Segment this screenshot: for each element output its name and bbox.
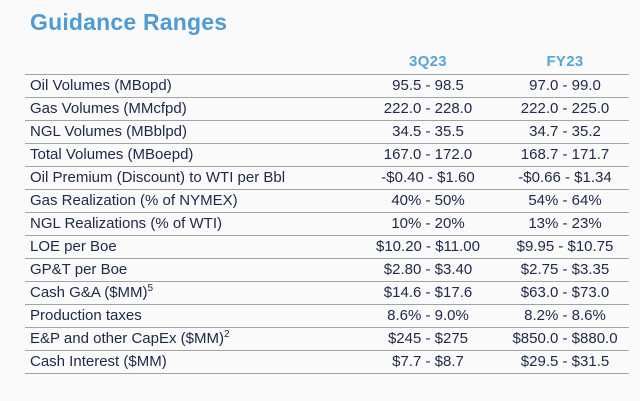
row-label: E&P and other CapEx ($MM)2 <box>25 327 355 351</box>
row-label: GP&T per Boe <box>25 258 355 282</box>
table-row: GP&T per Boe $2.80 - $3.40 $2.75 - $3.35 <box>25 258 629 282</box>
value-3q23: -$0.40 - $1.60 <box>355 166 501 190</box>
row-label: LOE per Boe <box>25 235 355 259</box>
value-fy23: 34.7 - 35.2 <box>501 120 629 144</box>
table-row: NGL Realizations (% of WTI) 10% - 20% 13% … <box>25 212 629 236</box>
footnote-marker: 2 <box>223 329 230 340</box>
value-fy23: 8.2% - 8.6% <box>501 304 629 328</box>
table-row: Gas Realization (% of NYMEX) 40% - 50% 54%… <box>25 189 629 213</box>
table-row: LOE per Boe $10.20 - $11.00 $9.95 - $10.75 <box>25 235 629 259</box>
value-3q23: 8.6% - 9.0% <box>355 304 501 328</box>
value-fy23: $29.5 - $31.5 <box>501 350 629 374</box>
row-label: Oil Volumes (MBopd) <box>25 74 355 98</box>
value-fy23: 97.0 - 99.0 <box>501 74 629 98</box>
table-row: Production taxes 8.6% - 9.0% 8.2% - 8.6% <box>25 304 629 328</box>
value-3q23: 95.5 - 98.5 <box>355 74 501 98</box>
value-fy23: $2.75 - $3.35 <box>501 258 629 282</box>
header-3q23: 3Q23 <box>409 53 447 70</box>
value-3q23: 40% - 50% <box>355 189 501 213</box>
table-row: Total Volumes (MBoepd) 167.0 - 172.0 168.7… <box>25 143 629 167</box>
value-3q23: $10.20 - $11.00 <box>355 235 501 259</box>
value-3q23: 34.5 - 35.5 <box>355 120 501 144</box>
row-label: Oil Premium (Discount) to WTI per Bbl <box>25 166 355 190</box>
value-fy23: 13% - 23% <box>501 212 629 236</box>
header-metric-blank <box>25 51 355 75</box>
row-label: Total Volumes (MBoepd) <box>25 143 355 167</box>
value-fy23: 222.0 - 225.0 <box>501 97 629 121</box>
value-fy23: 168.7 - 171.7 <box>501 143 629 167</box>
row-label: Cash G&A ($MM)5 <box>25 281 355 305</box>
row-label: Cash Interest ($MM) <box>25 350 355 374</box>
header-row: 3Q23 FY23 <box>25 51 629 75</box>
value-fy23: -$0.66 - $1.34 <box>501 166 629 190</box>
row-label: NGL Realizations (% of WTI) <box>25 212 355 236</box>
table-row: Cash Interest ($MM) $7.7 - $8.7 $29.5 - $3… <box>25 350 629 374</box>
table-row: Oil Volumes (MBopd) 95.5 - 98.5 97.0 - 99.… <box>25 74 629 98</box>
value-3q23: 222.0 - 228.0 <box>355 97 501 121</box>
row-label: NGL Volumes (MBblpd) <box>25 120 355 144</box>
value-3q23: $245 - $275 <box>355 327 501 351</box>
value-fy23: 54% - 64% <box>501 189 629 213</box>
value-fy23: $850.0 - $880.0 <box>501 327 629 351</box>
table-body: Oil Volumes (MBopd) 95.5 - 98.5 97.0 - 99.… <box>25 74 629 374</box>
value-3q23: $7.7 - $8.7 <box>355 350 501 374</box>
value-3q23: 167.0 - 172.0 <box>355 143 501 167</box>
value-fy23: $9.95 - $10.75 <box>501 235 629 259</box>
table-row: E&P and other CapEx ($MM)2 $245 - $275 $85… <box>25 327 629 351</box>
value-3q23: 10% - 20% <box>355 212 501 236</box>
table-row: NGL Volumes (MBblpd) 34.5 - 35.5 34.7 - 35… <box>25 120 629 144</box>
header-fy23: FY23 <box>546 53 584 70</box>
value-fy23: $63.0 - $73.0 <box>501 281 629 305</box>
page-title: Guidance Ranges <box>30 9 228 35</box>
table-row: Oil Premium (Discount) to WTI per Bbl -$0… <box>25 166 629 190</box>
footnote-marker: 5 <box>147 283 154 294</box>
table-row: Gas Volumes (MMcfpd) 222.0 - 228.0 222.0 -… <box>25 97 629 121</box>
guidance-table: 3Q23 FY23 Oil Volumes (MBopd) 95.5 - 98.5… <box>25 51 629 374</box>
value-3q23: $2.80 - $3.40 <box>355 258 501 282</box>
table-row: Cash G&A ($MM)5 $14.6 - $17.6 $63.0 - $73.… <box>25 281 629 305</box>
value-3q23: $14.6 - $17.6 <box>355 281 501 305</box>
row-label: Production taxes <box>25 304 355 328</box>
row-label: Gas Realization (% of NYMEX) <box>25 189 355 213</box>
row-label: Gas Volumes (MMcfpd) <box>25 97 355 121</box>
